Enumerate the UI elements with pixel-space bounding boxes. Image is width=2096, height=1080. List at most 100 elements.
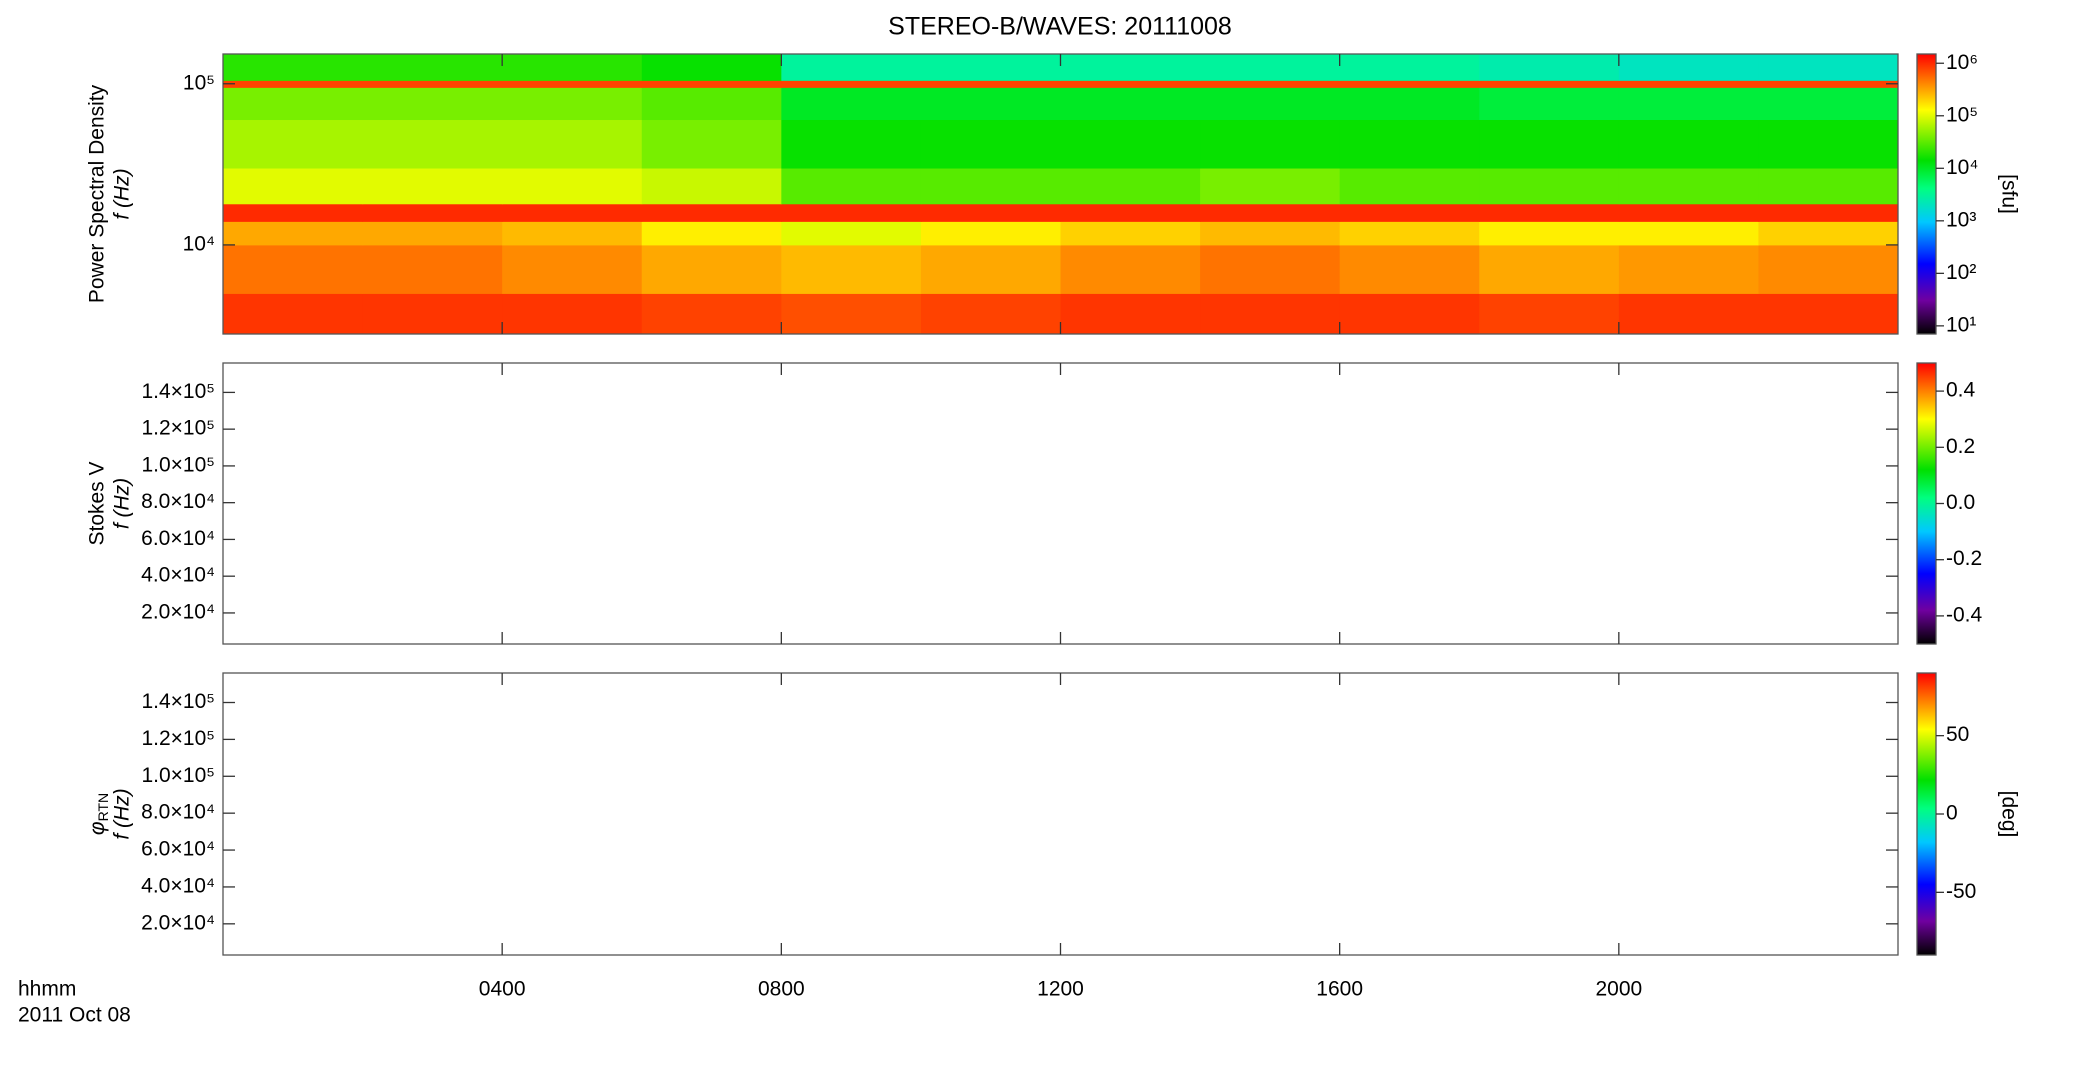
heatmap-cell [781, 244, 922, 294]
heatmap-cell [1200, 87, 1341, 121]
heatmap-cell [502, 54, 643, 81]
heatmap-cell [1339, 54, 1480, 81]
heatmap-cell [1060, 80, 1201, 88]
heatmap-cell [1758, 54, 1899, 81]
colorbar-tick-label: 0 [1946, 802, 1958, 825]
heatmap-cell [1060, 203, 1201, 222]
y-tick-label: 1.2×10⁵ [141, 727, 215, 750]
heatmap-cell [920, 54, 1061, 81]
plot-frame [222, 362, 1899, 645]
heatmap-cell [1479, 244, 1620, 294]
y-axis-label: Stokes V [86, 461, 109, 545]
heatmap-cell [223, 54, 364, 81]
heatmap-cell [1339, 80, 1480, 88]
heatmap-cell [920, 221, 1061, 246]
heatmap-cell [502, 244, 643, 294]
heatmap-cell [1758, 119, 1899, 169]
y-tick-label: 1.0×10⁵ [141, 764, 215, 787]
heatmap-cell [781, 293, 922, 335]
heatmap-cell [362, 87, 503, 121]
heatmap-cell [502, 87, 643, 121]
heatmap-cell [1339, 168, 1480, 205]
heatmap-cell [502, 119, 643, 169]
heatmap-cell [1200, 119, 1341, 169]
heatmap-cell [362, 119, 503, 169]
heatmap-cell [641, 244, 782, 294]
colorbar-tick-label: 10³ [1946, 208, 1976, 231]
heatmap-cell [1060, 119, 1201, 169]
y-axis-symbol: φ [86, 821, 109, 835]
heatmap-cell [781, 54, 922, 81]
heatmap-cell [641, 293, 782, 335]
colorbar-tick-label: 0.4 [1946, 379, 1976, 402]
heatmap-cell [362, 244, 503, 294]
heatmap-cell [1200, 244, 1341, 294]
y-axis-label: Power Spectral Density [86, 84, 109, 303]
heatmap-cell [223, 80, 364, 88]
heatmap-cell [1479, 119, 1620, 169]
colorbar-tick-label: 10¹ [1946, 313, 1976, 336]
heatmap-cell [1339, 221, 1480, 246]
colorbar-tick-label: 10² [1946, 261, 1976, 284]
y-tick-label: 4.0×10⁴ [141, 874, 215, 897]
heatmap-cell [1060, 54, 1201, 81]
heatmap-cell [920, 168, 1061, 205]
heatmap-cell [1200, 80, 1341, 88]
heatmap-cell [223, 87, 364, 121]
heatmap-cell [362, 168, 503, 205]
y-tick-label: 1.4×10⁵ [141, 380, 215, 403]
heatmap-cell [1479, 168, 1620, 205]
heatmap-cell [1758, 168, 1899, 205]
heatmap-cell [362, 203, 503, 222]
heatmap-cell [1200, 221, 1341, 246]
heatmap-cell [781, 80, 922, 88]
heatmap-cell [641, 54, 782, 81]
colorbar-tick-label: 10⁴ [1946, 156, 1978, 179]
y-tick-label: 8.0×10⁴ [141, 801, 215, 824]
heatmap-cell [223, 119, 364, 169]
y-tick-label: 6.0×10⁴ [141, 838, 215, 861]
heatmap-cell [362, 293, 503, 335]
heatmap-cell [1618, 168, 1759, 205]
heatmap-cell [362, 54, 503, 81]
y-tick-label: 1.2×10⁵ [141, 417, 215, 440]
heatmap-cell [1200, 54, 1341, 81]
heatmap-cell [362, 80, 503, 88]
heatmap-cell [920, 293, 1061, 335]
colorbar-tick-label: 10⁶ [1946, 51, 1978, 74]
heatmap-cell [641, 221, 782, 246]
heatmap-cell [1479, 221, 1620, 246]
heatmap-cell [641, 119, 782, 169]
colorbar-tick-label: -0.4 [1946, 603, 1983, 626]
heatmap-cell [1479, 293, 1620, 335]
colorbar-label: [sfu] [1997, 174, 2020, 214]
colorbar [1916, 362, 1937, 645]
heatmap-cell [1758, 87, 1899, 121]
heatmap-cell [1339, 119, 1480, 169]
date-label: 2011 Oct 08 [18, 1004, 131, 1027]
heatmap-cell [1060, 244, 1201, 294]
heatmap-cell [502, 203, 643, 222]
colorbar-tick-label: 0.2 [1946, 435, 1975, 458]
y-tick-label: 6.0×10⁴ [141, 527, 215, 550]
heatmap-cell [641, 168, 782, 205]
heatmap-cell [1618, 221, 1759, 246]
y-tick-label: 10⁴ [183, 232, 215, 255]
colorbar-tick-label: -0.2 [1946, 547, 1982, 570]
plot-frame [222, 672, 1899, 956]
heatmap-cell [1479, 80, 1620, 88]
y-axis-label: φRTN [86, 793, 111, 835]
heatmap-cell [1339, 244, 1480, 294]
heatmap-cell [223, 244, 364, 294]
y-tick-label: 2.0×10⁴ [141, 911, 215, 934]
heatmap-cell [1618, 293, 1759, 335]
heatmap-cell [502, 80, 643, 88]
colorbar-tick-label: 10⁵ [1946, 103, 1978, 126]
heatmap-cell [1758, 293, 1899, 335]
colorbar-label: [deg] [1997, 791, 2020, 838]
heatmap-cell [1618, 80, 1759, 88]
x-tick-label: 1200 [1037, 978, 1084, 1001]
heatmap-cell [1479, 87, 1620, 121]
heatmap-cell [502, 168, 643, 205]
